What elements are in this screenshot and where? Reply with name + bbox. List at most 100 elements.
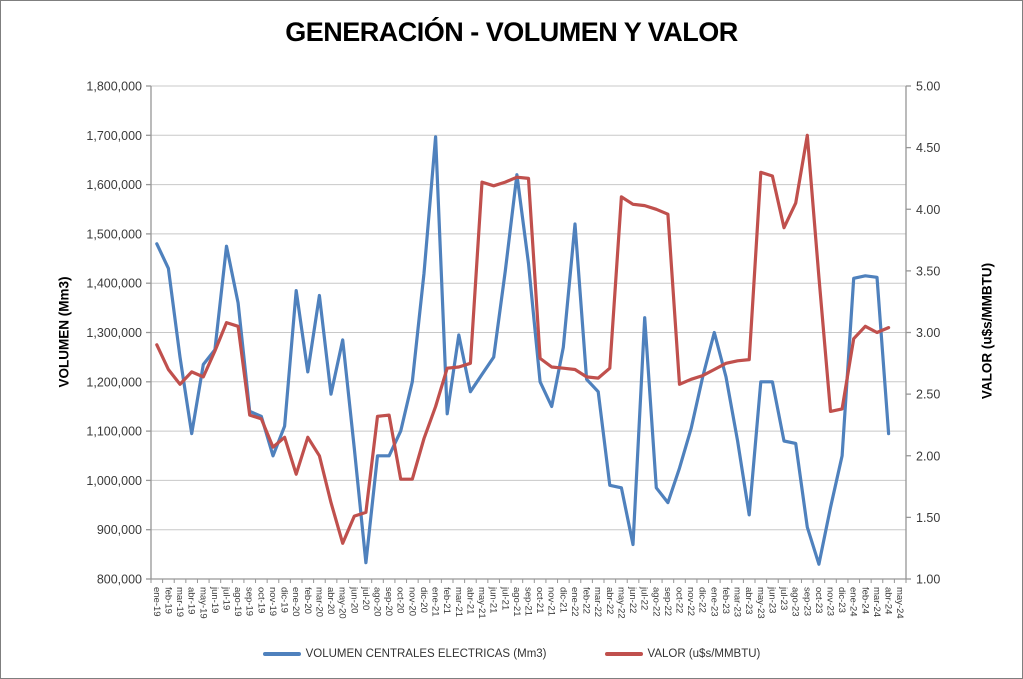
svg-text:1.00: 1.00 <box>916 573 940 587</box>
svg-text:1,600,000: 1,600,000 <box>86 178 142 192</box>
svg-text:jun-22: jun-22 <box>627 586 638 613</box>
svg-text:sep-21: sep-21 <box>523 587 534 616</box>
svg-text:abr-24: abr-24 <box>883 587 894 614</box>
svg-text:800,000: 800,000 <box>97 573 142 587</box>
svg-text:ago-22: ago-22 <box>650 587 661 617</box>
svg-text:dic-23: dic-23 <box>836 587 847 613</box>
svg-text:feb-24: feb-24 <box>859 587 870 614</box>
volumen-line-swatch-icon <box>262 652 301 656</box>
right-axis-title: VALOR (u$s/MMBTU) <box>979 262 995 400</box>
svg-text:nov-19: nov-19 <box>267 587 278 616</box>
svg-text:jun-21: jun-21 <box>488 586 499 613</box>
chart-legend: VOLUMEN CENTRALES ELECTRICAS (Mm3) VALOR… <box>1 642 1022 666</box>
svg-text:may-20: may-20 <box>337 587 348 619</box>
svg-text:mar-21: mar-21 <box>453 587 464 617</box>
svg-text:abr-20: abr-20 <box>325 587 336 614</box>
left-axis-tick-labels: 800,000 900,000 1,000,000 1,100,000 1,200,00… <box>86 80 142 587</box>
svg-text:4.00: 4.00 <box>916 203 940 217</box>
svg-text:5.00: 5.00 <box>916 80 940 94</box>
svg-text:oct-23: oct-23 <box>813 587 824 613</box>
svg-text:1,000,000: 1,000,000 <box>86 474 142 488</box>
svg-text:3.50: 3.50 <box>916 264 940 278</box>
left-axis-title: VOLUMEN (Mm3) <box>56 276 72 388</box>
svg-text:dic-21: dic-21 <box>557 587 568 613</box>
svg-text:may-22: may-22 <box>615 587 626 619</box>
svg-text:jun-23: jun-23 <box>766 586 777 613</box>
svg-text:oct-21: oct-21 <box>534 587 545 613</box>
legend-item-volumen: VOLUMEN CENTRALES ELECTRICAS (Mm3) <box>262 648 547 660</box>
svg-text:oct-22: oct-22 <box>674 587 685 613</box>
svg-text:jun-19: jun-19 <box>209 586 220 613</box>
svg-text:1,800,000: 1,800,000 <box>86 80 142 94</box>
valor-series-line <box>155 133 891 545</box>
svg-text:2.50: 2.50 <box>916 388 940 402</box>
svg-text:feb-20: feb-20 <box>302 587 313 614</box>
x-axis-labels: ene-19 feb-19 mar-19 abr-19 may-19 jun-19 jul-… <box>151 586 905 619</box>
svg-text:1,500,000: 1,500,000 <box>86 227 142 241</box>
svg-text:jul-23: jul-23 <box>778 586 789 610</box>
svg-text:abr-23: abr-23 <box>743 587 754 614</box>
valor-line-swatch-icon <box>604 652 643 656</box>
svg-text:oct-20: oct-20 <box>395 587 406 613</box>
svg-text:abr-22: abr-22 <box>604 587 615 614</box>
axis-ticks <box>146 85 911 583</box>
svg-text:abr-19: abr-19 <box>186 587 197 614</box>
svg-text:nov-21: nov-21 <box>546 587 557 616</box>
svg-text:1,100,000: 1,100,000 <box>86 425 142 439</box>
svg-text:1,200,000: 1,200,000 <box>86 375 142 389</box>
svg-text:feb-22: feb-22 <box>581 587 592 614</box>
svg-text:mar-23: mar-23 <box>732 587 743 617</box>
svg-text:4.50: 4.50 <box>916 141 940 155</box>
svg-text:jul-20: jul-20 <box>360 586 371 610</box>
svg-text:ene-20: ene-20 <box>290 587 301 617</box>
svg-text:dic-19: dic-19 <box>279 587 290 613</box>
svg-text:ene-19: ene-19 <box>151 587 162 617</box>
svg-text:nov-20: nov-20 <box>406 587 417 616</box>
svg-text:nov-22: nov-22 <box>685 587 696 616</box>
svg-text:mar-24: mar-24 <box>871 587 882 617</box>
svg-text:ago-20: ago-20 <box>372 587 383 617</box>
svg-text:1,400,000: 1,400,000 <box>86 277 142 291</box>
legend-item-valor: VALOR (u$s/MMBTU) <box>604 648 761 660</box>
svg-text:sep-22: sep-22 <box>662 587 673 616</box>
svg-text:may-24: may-24 <box>894 587 905 619</box>
svg-text:1,700,000: 1,700,000 <box>86 129 142 143</box>
svg-text:900,000: 900,000 <box>97 523 142 537</box>
svg-text:jul-22: jul-22 <box>639 586 650 610</box>
svg-text:mar-19: mar-19 <box>174 587 185 617</box>
svg-text:ago-21: ago-21 <box>511 587 522 617</box>
svg-text:mar-20: mar-20 <box>313 587 324 617</box>
svg-text:jul-21: jul-21 <box>499 586 510 610</box>
svg-text:ene-24: ene-24 <box>848 587 859 617</box>
svg-text:sep-20: sep-20 <box>383 587 394 616</box>
svg-text:ago-23: ago-23 <box>790 587 801 617</box>
svg-text:abr-21: abr-21 <box>464 587 475 614</box>
svg-text:2.00: 2.00 <box>916 449 940 463</box>
chart-title: GENERACIÓN - VOLUMEN Y VALOR <box>285 17 738 47</box>
svg-text:may-19: may-19 <box>197 587 208 619</box>
svg-text:ene-21: ene-21 <box>430 587 441 617</box>
svg-text:feb-23: feb-23 <box>720 587 731 614</box>
svg-text:jun-20: jun-20 <box>348 586 359 613</box>
svg-text:may-23: may-23 <box>755 587 766 619</box>
svg-text:sep-23: sep-23 <box>801 587 812 616</box>
svg-text:dic-20: dic-20 <box>418 587 429 613</box>
svg-text:may-21: may-21 <box>476 587 487 619</box>
svg-text:sep-19: sep-19 <box>244 587 255 616</box>
legend-label-volumen: VOLUMEN CENTRALES ELECTRICAS (Mm3) <box>305 648 547 660</box>
svg-text:mar-22: mar-22 <box>592 587 603 617</box>
svg-text:ago-19: ago-19 <box>232 587 243 617</box>
svg-text:1.50: 1.50 <box>916 511 940 525</box>
right-axis-tick-labels: 1.00 1.50 2.00 2.50 3.00 3.50 4.00 4.50 5.00 <box>916 80 940 587</box>
legend-label-valor: VALOR (u$s/MMBTU) <box>647 648 761 660</box>
svg-text:ene-23: ene-23 <box>708 587 719 617</box>
svg-text:1,300,000: 1,300,000 <box>86 326 142 340</box>
svg-text:3.00: 3.00 <box>916 326 940 340</box>
y-gridlines <box>151 85 906 531</box>
svg-text:feb-21: feb-21 <box>441 587 452 614</box>
svg-text:oct-19: oct-19 <box>255 587 266 613</box>
svg-text:dic-22: dic-22 <box>697 587 708 613</box>
svg-text:ene-22: ene-22 <box>569 587 580 617</box>
